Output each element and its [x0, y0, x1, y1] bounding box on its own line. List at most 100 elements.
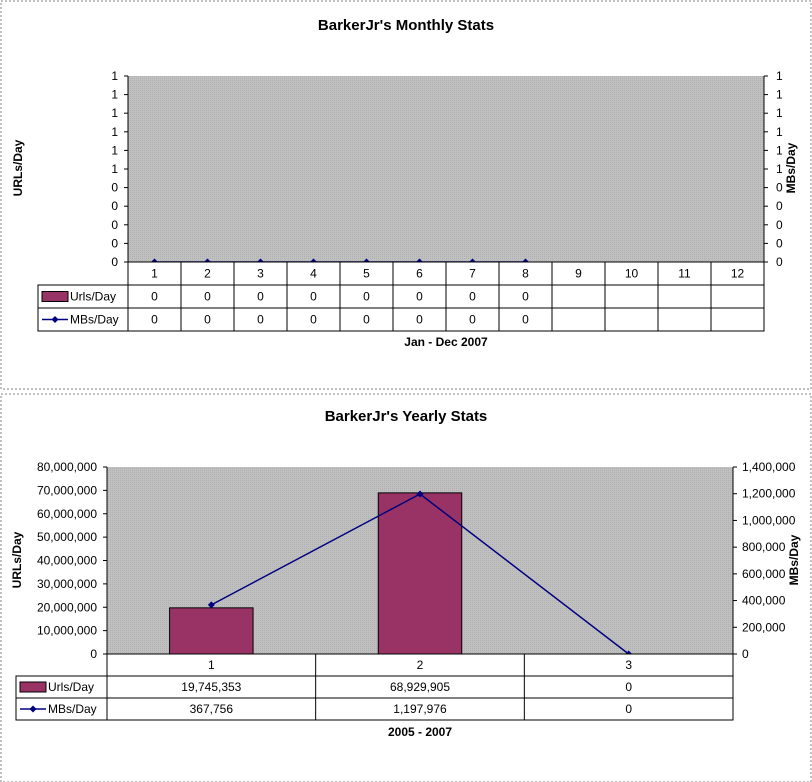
y-tick-label: 1: [111, 106, 118, 120]
y-tick-label: 0: [111, 255, 118, 269]
chart-2: BarkerJr's Yearly Stats 0 10,000,000 20,000…: [0, 393, 812, 782]
data-label-urls-per-day: 0: [310, 290, 317, 304]
category-label: 3: [257, 267, 264, 281]
chart-frame: [0, 393, 812, 782]
category-label: 1: [151, 267, 158, 281]
data-label-urls-per-day: 0: [625, 680, 632, 694]
y2-tick-label: 1: [776, 69, 783, 83]
y2-tick-label: 0: [776, 236, 783, 250]
data-label-urls-per-day: 0: [469, 290, 476, 304]
data-label-urls-per-day: 0: [151, 290, 158, 304]
y2-tick-label: 1,400,000: [742, 460, 796, 474]
y-tick-label: 1: [111, 69, 118, 83]
data-label-urls-per-day: 0: [522, 290, 529, 304]
data-label-mbs-per-day: 0: [469, 313, 476, 327]
category-label: 1: [208, 658, 215, 672]
point-mbs-per-day: [416, 490, 424, 498]
y-axis-title: URLs/Day: [10, 531, 24, 588]
y-tick-label: 30,000,000: [37, 577, 97, 591]
legend-label-urls-per-day: Urls/Day: [48, 680, 94, 694]
category-label: 11: [678, 267, 691, 281]
y-axis-title: URLs/Day: [11, 139, 25, 196]
y2-axis-title: MBs/Day: [787, 534, 801, 585]
legend-label-urls-per-day: Urls/Day: [70, 290, 116, 304]
y2-tick-label: 1,000,000: [742, 513, 796, 527]
y-tick-label: 1: [111, 88, 118, 102]
data-label-urls-per-day: 0: [257, 290, 264, 304]
y2-tick-label: 800,000: [742, 540, 786, 554]
y2-tick-label: 0: [776, 218, 783, 232]
y-tick-label: 40,000,000: [37, 554, 97, 568]
chart-1: BarkerJr's Monthly Stats0000011111100000…: [0, 0, 812, 390]
category-label: 2: [417, 658, 424, 672]
legend-marker-mbs-per-day: [29, 705, 37, 713]
y-tick-label: 0: [90, 647, 97, 661]
category-label: 3: [625, 658, 632, 672]
y2-axis-title: MBs/Day: [784, 142, 798, 193]
y-tick-label: 70,000,000: [37, 483, 97, 497]
legend-marker-mbs-per-day: [51, 316, 59, 323]
y-tick-label: 0: [111, 218, 118, 232]
category-label: 6: [416, 267, 423, 281]
data-label-mbs-per-day: 0: [363, 313, 370, 327]
data-label-mbs-per-day: 0: [204, 313, 211, 327]
y-tick-label: 1: [111, 125, 118, 139]
data-label-mbs-per-day: 0: [522, 313, 529, 327]
legend-key-urls-per-day: [41, 291, 69, 302]
y-tick-label: 20,000,000: [37, 600, 97, 614]
category-label: 7: [469, 267, 476, 281]
y-tick-label: 10,000,000: [37, 624, 97, 638]
data-label-urls-per-day: 0: [204, 290, 211, 304]
data-label-urls-per-day: 0: [416, 290, 423, 304]
y2-tick-label: 0: [776, 181, 783, 195]
data-label-mbs-per-day: 1,197,976: [393, 702, 447, 716]
y-tick-label: 0: [111, 181, 118, 195]
y2-tick-label: 1: [776, 162, 783, 176]
y2-tick-label: 0: [742, 647, 749, 661]
bar-urls-per-day: [169, 607, 254, 655]
y2-tick-label: 200,000: [742, 620, 786, 634]
y2-tick-label: 0: [776, 255, 783, 269]
category-label: 4: [310, 267, 317, 281]
category-label: 5: [363, 267, 370, 281]
category-label: 8: [522, 267, 529, 281]
y2-tick-label: 1,200,000: [742, 487, 796, 501]
category-label: 9: [575, 267, 582, 281]
data-label-mbs-per-day: 0: [151, 313, 158, 327]
legend-key-urls-per-day: [19, 681, 47, 693]
chart-frame: [0, 0, 812, 390]
data-label-mbs-per-day: 367,756: [190, 702, 234, 716]
bar-urls-per-day: [377, 492, 463, 655]
data-label-mbs-per-day: 0: [625, 702, 632, 716]
chart-title: BarkerJr's Yearly Stats: [325, 408, 488, 425]
point-mbs-per-day: [207, 601, 215, 609]
x-axis-title: Jan - Dec 2007: [404, 335, 488, 349]
legend-label-mbs-per-day: MBs/Day: [70, 313, 119, 327]
y-tick-label: 0: [111, 236, 118, 250]
y2-tick-label: 0: [776, 199, 783, 213]
category-label: 2: [204, 267, 211, 281]
y2-tick-label: 400,000: [742, 594, 786, 608]
chart-title: BarkerJr's Monthly Stats: [318, 17, 494, 34]
y2-tick-label: 1: [776, 143, 783, 157]
x-axis-title: 2005 - 2007: [388, 725, 452, 739]
y-tick-label: 80,000,000: [37, 460, 97, 474]
y2-tick-label: 1: [776, 125, 783, 139]
category-label: 12: [731, 267, 745, 281]
legend-label-mbs-per-day: MBs/Day: [48, 702, 97, 716]
y-tick-label: 50,000,000: [37, 530, 97, 544]
data-label-urls-per-day: 0: [363, 290, 370, 304]
y-tick-label: 60,000,000: [37, 507, 97, 521]
data-label-mbs-per-day: 0: [416, 313, 423, 327]
category-label: 10: [625, 267, 639, 281]
y-tick-label: 1: [111, 143, 118, 157]
y2-tick-label: 600,000: [742, 567, 786, 581]
data-label-mbs-per-day: 0: [310, 313, 317, 327]
data-label-urls-per-day: 68,929,905: [390, 680, 450, 694]
data-label-urls-per-day: 19,745,353: [181, 680, 241, 694]
y-tick-label: 0: [111, 199, 118, 213]
data-label-mbs-per-day: 0: [257, 313, 264, 327]
y-tick-label: 1: [111, 162, 118, 176]
y2-tick-label: 1: [776, 106, 783, 120]
